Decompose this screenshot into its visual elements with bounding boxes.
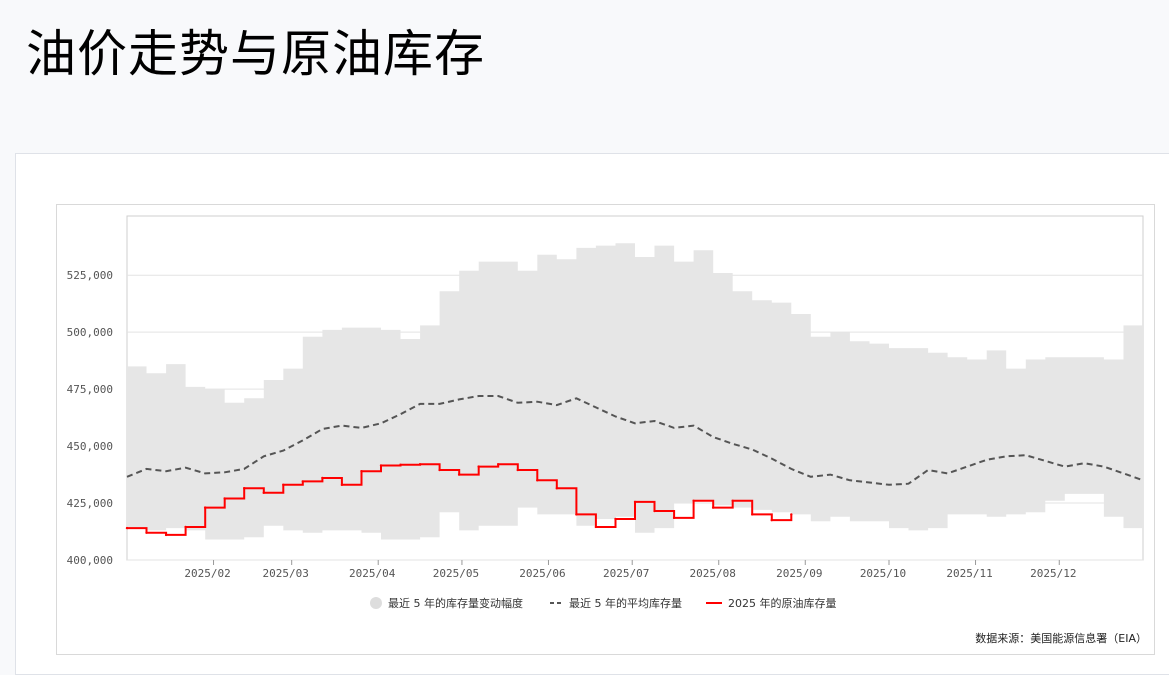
actual-point xyxy=(653,509,656,513)
actual-point xyxy=(516,468,519,472)
actual-point xyxy=(184,525,187,529)
actual-point xyxy=(164,533,168,537)
axis-layer: 400,000 425,000 450,000 475,000 500,000 525,0… xyxy=(67,269,1077,580)
legend-band-swatch xyxy=(370,597,382,609)
actual-point xyxy=(790,513,793,516)
actual-point xyxy=(711,506,715,509)
actual-point xyxy=(243,487,246,490)
y-tick-label: 400,000 xyxy=(67,554,113,567)
x-tick-label: 2025/08 xyxy=(690,567,736,580)
actual-point xyxy=(223,497,226,500)
chart-frame: 400,000 425,000 450,000 475,000 500,000 525,0… xyxy=(56,204,1155,655)
actual-point xyxy=(672,516,676,520)
actual-point xyxy=(731,499,734,502)
actual-point xyxy=(301,480,305,483)
actual-point xyxy=(457,473,461,476)
actual-point xyxy=(692,499,695,502)
actual-layer xyxy=(125,463,793,537)
actual-point xyxy=(282,483,285,487)
legend-avg-label: 最近 5 年的平均库存量 xyxy=(569,596,682,610)
actual-point xyxy=(203,506,207,509)
x-tick-label: 2025/12 xyxy=(1030,567,1076,580)
actual-point xyxy=(145,531,148,534)
x-tick-label: 2025/02 xyxy=(184,567,230,580)
x-tick-label: 2025/05 xyxy=(433,567,479,580)
y-tick-label: 500,000 xyxy=(67,326,113,339)
legend-actual-label: 2025 年的原油库存量 xyxy=(728,596,837,610)
actual-point xyxy=(340,483,344,487)
x-tick-label: 2025/03 xyxy=(263,567,309,580)
actual-point xyxy=(536,479,539,482)
x-tick-label: 2025/06 xyxy=(519,567,565,580)
actual-point xyxy=(438,468,441,472)
actual-point xyxy=(321,476,324,480)
actual-point xyxy=(497,463,500,466)
actual-point xyxy=(555,487,559,490)
actual-point xyxy=(379,464,383,467)
actual-point xyxy=(360,469,363,473)
actual-point xyxy=(751,513,754,516)
y-tick-label: 425,000 xyxy=(67,497,113,510)
y-tick-label: 450,000 xyxy=(67,440,113,453)
y-tick-label: 525,000 xyxy=(67,269,113,282)
average-line xyxy=(126,395,1144,486)
x-tick-label: 2025/11 xyxy=(946,567,992,580)
x-tick-label: 2025/09 xyxy=(776,567,822,580)
page-title: 油价走势与原油库存 xyxy=(26,25,485,83)
actual-point xyxy=(418,463,422,466)
actual-point xyxy=(633,500,637,504)
source-note: 数据来源：美国能源信息署（EIA） xyxy=(975,631,1147,645)
actual-point xyxy=(399,463,402,466)
actual-point xyxy=(575,513,578,516)
actual-point xyxy=(125,526,129,530)
x-tick-label: 2025/10 xyxy=(860,567,906,580)
y-tick-label: 475,000 xyxy=(67,383,113,396)
avg-layer xyxy=(126,395,1144,486)
actual-point xyxy=(770,518,773,522)
actual-point xyxy=(262,491,265,494)
legend-band-label: 最近 5 年的库存量变动幅度 xyxy=(388,596,523,610)
actual-point xyxy=(594,525,598,529)
legend-layer: 最近 5 年的库存量变动幅度 最近 5 年的平均库存量 2025 年的原油库存量 xyxy=(370,596,837,610)
x-tick-label: 2025/04 xyxy=(349,567,396,580)
x-tick-label: 2025/07 xyxy=(603,567,649,580)
inventory-chart: 400,000 425,000 450,000 475,000 500,000 525,0… xyxy=(67,215,1147,645)
actual-point xyxy=(477,465,480,468)
actual-point xyxy=(614,517,617,521)
